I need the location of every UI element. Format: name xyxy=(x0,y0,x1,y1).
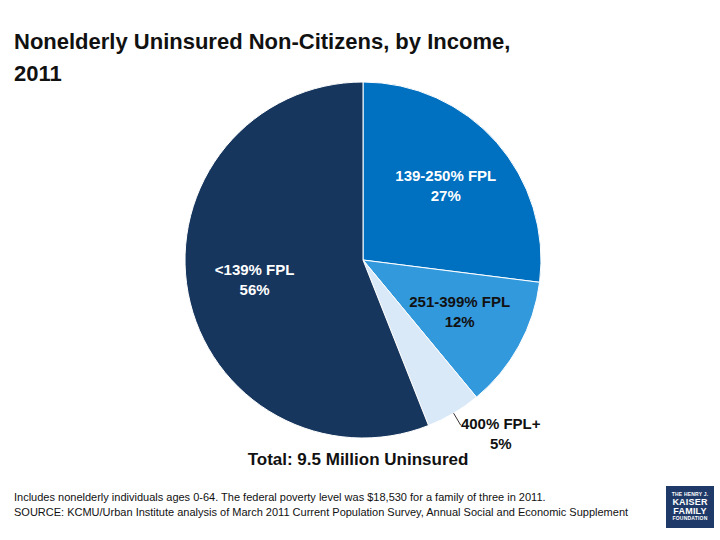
html-text:FOUNDATION: FOUNDATION xyxy=(672,515,708,522)
html-text:THE HENRY J.: THE HENRY J. xyxy=(671,491,709,498)
html-text:Nonelderly Uninsured Non-Citiz: Nonelderly Uninsured Non-Citizens, by In… xyxy=(14,29,511,86)
svg-text:400% FPL+5%: 400% FPL+5% xyxy=(461,415,541,452)
svg-text:<139% FPL56%: <139% FPL56% xyxy=(215,261,295,298)
html-text:Total: 9.5 Million Uninsured: Total: 9.5 Million Uninsured xyxy=(247,450,469,469)
svg-text:251-399% FPL12%: 251-399% FPL12% xyxy=(409,293,510,330)
html-text:Includes nonelderly individual: Includes nonelderly individuals ages 0-6… xyxy=(14,491,546,503)
html-text:SOURCE: KCMU/Urban Institute a: SOURCE: KCMU/Urban Institute analysis of… xyxy=(14,506,629,518)
html-text:FAMILY: FAMILY xyxy=(673,506,707,516)
html-text:KAISER: KAISER xyxy=(672,496,708,507)
svg-text:139-250% FPL27%: 139-250% FPL27% xyxy=(395,167,496,204)
